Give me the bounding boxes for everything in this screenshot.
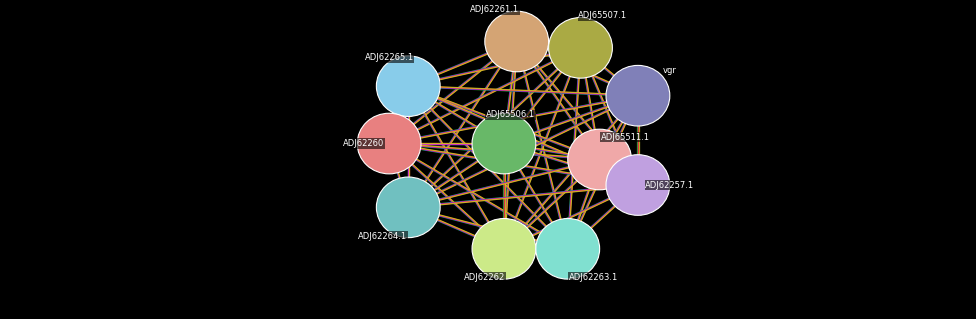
Text: ADJ62257.1: ADJ62257.1 (645, 181, 694, 189)
Text: ADJ65511.1: ADJ65511.1 (600, 133, 650, 142)
Ellipse shape (606, 155, 670, 215)
Ellipse shape (357, 113, 421, 174)
Text: ADJ65507.1: ADJ65507.1 (578, 11, 628, 20)
Text: ADJ62265.1: ADJ62265.1 (365, 53, 414, 62)
Text: ADJ62262: ADJ62262 (465, 273, 506, 282)
Text: ADJ65506.1: ADJ65506.1 (486, 110, 535, 119)
Ellipse shape (606, 65, 670, 126)
Ellipse shape (549, 18, 612, 78)
Text: ADJ62261.1: ADJ62261.1 (469, 5, 519, 14)
Ellipse shape (377, 56, 440, 116)
Ellipse shape (568, 129, 631, 190)
Ellipse shape (472, 219, 536, 279)
Text: vgr: vgr (663, 66, 676, 75)
Ellipse shape (536, 219, 599, 279)
Ellipse shape (377, 177, 440, 238)
Text: ADJ62260: ADJ62260 (343, 139, 385, 148)
Text: ADJ62264.1: ADJ62264.1 (358, 232, 407, 241)
Ellipse shape (485, 11, 549, 72)
Ellipse shape (472, 113, 536, 174)
Text: ADJ62263.1: ADJ62263.1 (569, 273, 618, 282)
